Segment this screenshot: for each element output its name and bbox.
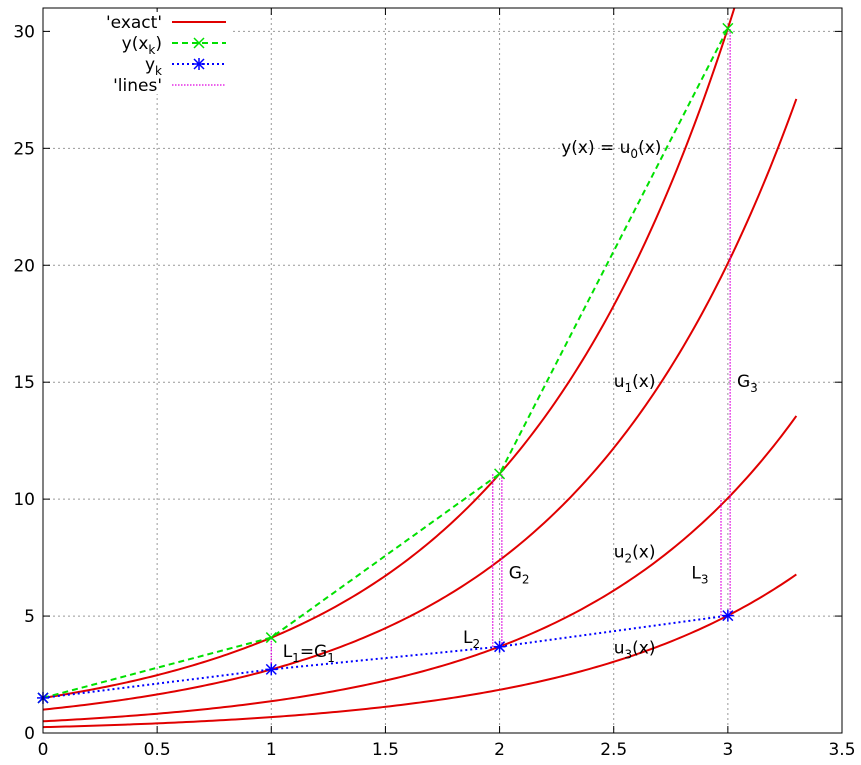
annotations: y(x) = u0(x) u1(x) u2(x) u3(x) L1=G1 L2 G2 L3 G3 xyxy=(283,138,758,665)
tick-labels: 0 0.5 1 1.5 2 2.5 3 3.5 0 5 10 15 20 25 30 xyxy=(13,8,856,760)
x-tick-label: 0.5 xyxy=(144,740,171,760)
exact-curves xyxy=(43,8,798,729)
plot-frame xyxy=(42,7,843,734)
y-tick-label: 5 xyxy=(24,607,35,627)
x-tick-label: 3.5 xyxy=(828,740,855,760)
annotation-3: L3 xyxy=(691,564,708,587)
series-point-y_xk xyxy=(494,468,506,480)
vertical-lines xyxy=(270,28,731,670)
legend-label-yk: yk xyxy=(145,55,162,78)
annotation-0: L1=G1 xyxy=(283,642,335,665)
series-point-yk xyxy=(265,663,278,676)
exact-curve-2 xyxy=(43,415,798,723)
legend-marker-yk xyxy=(193,58,205,70)
annotation-2: G2 xyxy=(509,564,530,587)
legend-box xyxy=(50,12,230,94)
curve-label-1: u1(x) xyxy=(614,372,656,395)
x-tick-label: 1.5 xyxy=(372,740,399,760)
marker-stroke xyxy=(722,22,734,34)
y-tick-label: 0 xyxy=(24,724,35,744)
annotation-1: L2 xyxy=(463,628,480,651)
x-tick-label: 2 xyxy=(494,740,505,760)
x-tick-label: 2.5 xyxy=(600,740,627,760)
x-tick-label: 3 xyxy=(722,740,733,760)
y-tick-label: 30 xyxy=(13,22,35,42)
y-tick-label: 20 xyxy=(13,256,35,276)
series-point-y_xk xyxy=(265,632,277,644)
series-line-yk xyxy=(42,614,728,699)
annotation-4: G3 xyxy=(737,372,758,395)
legend: 'exact'y(xk)yk'lines' xyxy=(50,12,230,96)
legend-label-lines: 'lines' xyxy=(113,76,162,96)
curve-label-0: y(x) = u0(x) xyxy=(561,138,661,161)
legend-label-exact: 'exact' xyxy=(106,13,162,33)
marker-stroke xyxy=(265,632,277,644)
series-point-yk xyxy=(493,640,506,653)
y-tick-label: 25 xyxy=(13,139,35,159)
y-tick-label: 15 xyxy=(13,373,35,393)
exact-curve-3 xyxy=(43,573,797,729)
legend-label-y_xk: y(xk) xyxy=(122,34,162,57)
x-tick-label: 1 xyxy=(266,740,277,760)
x-tick-label: 0 xyxy=(38,740,49,760)
y-tick-label: 10 xyxy=(13,490,35,510)
curve-label-2: u2(x) xyxy=(614,543,656,566)
legend-marker-y_xk xyxy=(193,37,205,49)
series-point-yk xyxy=(721,609,734,622)
marker-stroke xyxy=(193,37,205,49)
grid xyxy=(43,8,842,733)
marker-stroke xyxy=(494,468,506,480)
exact-curve-0 xyxy=(43,8,736,699)
curve-label-3: u3(x) xyxy=(614,638,656,661)
exact-curve-1 xyxy=(43,98,798,711)
series-point-y_xk xyxy=(722,22,734,34)
